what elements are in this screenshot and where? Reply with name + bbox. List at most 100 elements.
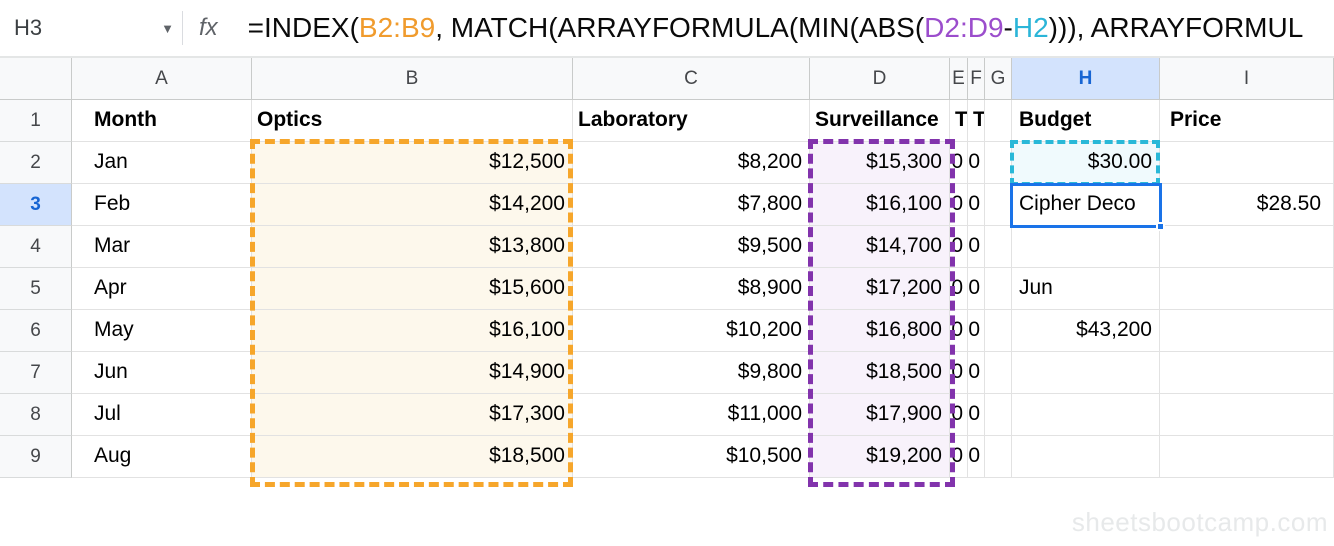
- column-header-a[interactable]: A: [72, 58, 252, 100]
- cell-F4[interactable]: 0: [968, 226, 985, 268]
- name-box[interactable]: H3 ▼: [0, 0, 182, 56]
- cell-G2[interactable]: [985, 142, 1012, 184]
- formula-input[interactable]: =INDEX(B2:B9, MATCH(ARRAYFORMULA(MIN(ABS…: [247, 12, 1304, 43]
- cell-D5[interactable]: $17,200: [810, 268, 950, 310]
- row-header-8[interactable]: 8: [0, 394, 72, 436]
- cell-D6[interactable]: $16,800: [810, 310, 950, 352]
- cell-E7[interactable]: 0: [950, 352, 968, 394]
- cell-B8[interactable]: $17,300: [252, 394, 573, 436]
- cell-F8[interactable]: 0: [968, 394, 985, 436]
- cell-C4[interactable]: $9,500: [573, 226, 810, 268]
- name-box-dropdown-icon[interactable]: ▼: [161, 20, 174, 36]
- cell-E9[interactable]: 0: [950, 436, 968, 478]
- cell-H2[interactable]: $30.00: [1012, 142, 1160, 184]
- cell-H8[interactable]: [1012, 394, 1160, 436]
- cell-D8[interactable]: $17,900: [810, 394, 950, 436]
- cell-H9[interactable]: [1012, 436, 1160, 478]
- cell-A8[interactable]: Jul: [72, 394, 252, 436]
- cell-I5[interactable]: [1160, 268, 1334, 310]
- cell-E4[interactable]: 0: [950, 226, 968, 268]
- column-header-b[interactable]: B: [252, 58, 573, 100]
- cell-D9[interactable]: $19,200: [810, 436, 950, 478]
- row-header-4[interactable]: 4: [0, 226, 72, 268]
- cell-C8[interactable]: $11,000: [573, 394, 810, 436]
- cell-H1[interactable]: Budget: [1012, 100, 1160, 142]
- cell-B2[interactable]: $12,500: [252, 142, 573, 184]
- cell-E1[interactable]: T: [950, 100, 968, 142]
- cell-G6[interactable]: [985, 310, 1012, 352]
- cell-H4[interactable]: [1012, 226, 1160, 268]
- cell-B5[interactable]: $15,600: [252, 268, 573, 310]
- column-header-h-selected[interactable]: H: [1012, 58, 1160, 100]
- cell-I2[interactable]: [1160, 142, 1334, 184]
- column-header-i[interactable]: I: [1160, 58, 1334, 100]
- column-header-f[interactable]: F: [968, 58, 985, 100]
- cell-B4[interactable]: $13,800: [252, 226, 573, 268]
- fill-handle[interactable]: [1156, 222, 1165, 231]
- cell-E5[interactable]: 0: [950, 268, 968, 310]
- cell-I1[interactable]: Price: [1160, 100, 1334, 142]
- cell-G1[interactable]: [985, 100, 1012, 142]
- cell-F6[interactable]: 0: [968, 310, 985, 352]
- column-header-d[interactable]: D: [810, 58, 950, 100]
- cell-C6[interactable]: $10,200: [573, 310, 810, 352]
- row-header-3-selected[interactable]: 3: [0, 184, 72, 226]
- row-header-6[interactable]: 6: [0, 310, 72, 352]
- row-header-9[interactable]: 9: [0, 436, 72, 478]
- cell-A9[interactable]: Aug: [72, 436, 252, 478]
- cell-I8[interactable]: [1160, 394, 1334, 436]
- cell-G7[interactable]: [985, 352, 1012, 394]
- cell-E6[interactable]: 0: [950, 310, 968, 352]
- cell-B1[interactable]: Optics: [252, 100, 573, 142]
- cell-G4[interactable]: [985, 226, 1012, 268]
- cell-F9[interactable]: 0: [968, 436, 985, 478]
- cell-H6[interactable]: $43,200: [1012, 310, 1160, 352]
- column-header-g[interactable]: G: [985, 58, 1012, 100]
- cell-D4[interactable]: $14,700: [810, 226, 950, 268]
- row-header-5[interactable]: 5: [0, 268, 72, 310]
- column-header-e[interactable]: E: [950, 58, 968, 100]
- cell-E8[interactable]: 0: [950, 394, 968, 436]
- cell-I7[interactable]: [1160, 352, 1334, 394]
- cell-D3[interactable]: $16,100: [810, 184, 950, 226]
- cell-H5[interactable]: Jun: [1012, 268, 1160, 310]
- cell-F5[interactable]: 0: [968, 268, 985, 310]
- cell-I6[interactable]: [1160, 310, 1334, 352]
- select-all-corner[interactable]: [0, 58, 72, 100]
- cell-A7[interactable]: Jun: [72, 352, 252, 394]
- cell-G3[interactable]: [985, 184, 1012, 226]
- cell-C7[interactable]: $9,800: [573, 352, 810, 394]
- row-header-2[interactable]: 2: [0, 142, 72, 184]
- cell-I9[interactable]: [1160, 436, 1334, 478]
- cell-F7[interactable]: 0: [968, 352, 985, 394]
- cell-G9[interactable]: [985, 436, 1012, 478]
- cell-B9[interactable]: $18,500: [252, 436, 573, 478]
- cell-A4[interactable]: Mar: [72, 226, 252, 268]
- cell-D2[interactable]: $15,300: [810, 142, 950, 184]
- row-header-7[interactable]: 7: [0, 352, 72, 394]
- cell-B6[interactable]: $16,100: [252, 310, 573, 352]
- cell-E3[interactable]: 0: [950, 184, 968, 226]
- cell-B3[interactable]: $14,200: [252, 184, 573, 226]
- column-header-c[interactable]: C: [573, 58, 810, 100]
- cell-H3-selected[interactable]: Cipher Deco: [1012, 184, 1160, 226]
- cell-A2[interactable]: Jan: [72, 142, 252, 184]
- row-header-1[interactable]: 1: [0, 100, 72, 142]
- cell-A6[interactable]: May: [72, 310, 252, 352]
- cell-A5[interactable]: Apr: [72, 268, 252, 310]
- cell-F1[interactable]: T: [968, 100, 985, 142]
- cell-F2[interactable]: 0: [968, 142, 985, 184]
- cell-C2[interactable]: $8,200: [573, 142, 810, 184]
- cell-C3[interactable]: $7,800: [573, 184, 810, 226]
- cell-A3[interactable]: Feb: [72, 184, 252, 226]
- cell-G8[interactable]: [985, 394, 1012, 436]
- cell-I4[interactable]: [1160, 226, 1334, 268]
- cell-C5[interactable]: $8,900: [573, 268, 810, 310]
- cell-C9[interactable]: $10,500: [573, 436, 810, 478]
- cell-A1[interactable]: Month: [72, 100, 252, 142]
- cell-G5[interactable]: [985, 268, 1012, 310]
- cell-D1[interactable]: Surveillance: [810, 100, 950, 142]
- cell-C1[interactable]: Laboratory: [573, 100, 810, 142]
- cell-D7[interactable]: $18,500: [810, 352, 950, 394]
- cell-E2[interactable]: 0: [950, 142, 968, 184]
